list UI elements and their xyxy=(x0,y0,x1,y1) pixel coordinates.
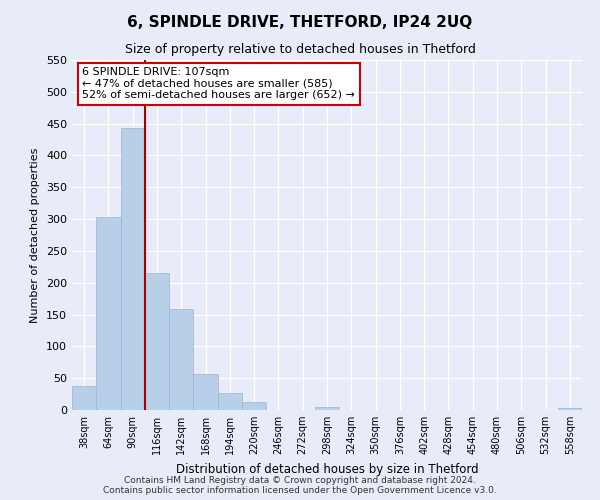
Bar xyxy=(218,394,242,410)
Bar xyxy=(72,386,96,410)
Bar xyxy=(145,273,169,410)
Bar xyxy=(315,407,339,410)
Bar xyxy=(558,408,582,410)
Bar xyxy=(242,402,266,410)
Text: Size of property relative to detached houses in Thetford: Size of property relative to detached ho… xyxy=(125,42,475,56)
Bar xyxy=(193,374,218,410)
Text: Contains HM Land Registry data © Crown copyright and database right 2024.
Contai: Contains HM Land Registry data © Crown c… xyxy=(103,476,497,495)
Y-axis label: Number of detached properties: Number of detached properties xyxy=(31,148,40,322)
Text: 6 SPINDLE DRIVE: 107sqm
← 47% of detached houses are smaller (585)
52% of semi-d: 6 SPINDLE DRIVE: 107sqm ← 47% of detache… xyxy=(82,67,355,100)
X-axis label: Distribution of detached houses by size in Thetford: Distribution of detached houses by size … xyxy=(176,462,478,475)
Text: 6, SPINDLE DRIVE, THETFORD, IP24 2UQ: 6, SPINDLE DRIVE, THETFORD, IP24 2UQ xyxy=(127,15,473,30)
Bar xyxy=(96,217,121,410)
Bar xyxy=(121,128,145,410)
Bar xyxy=(169,310,193,410)
